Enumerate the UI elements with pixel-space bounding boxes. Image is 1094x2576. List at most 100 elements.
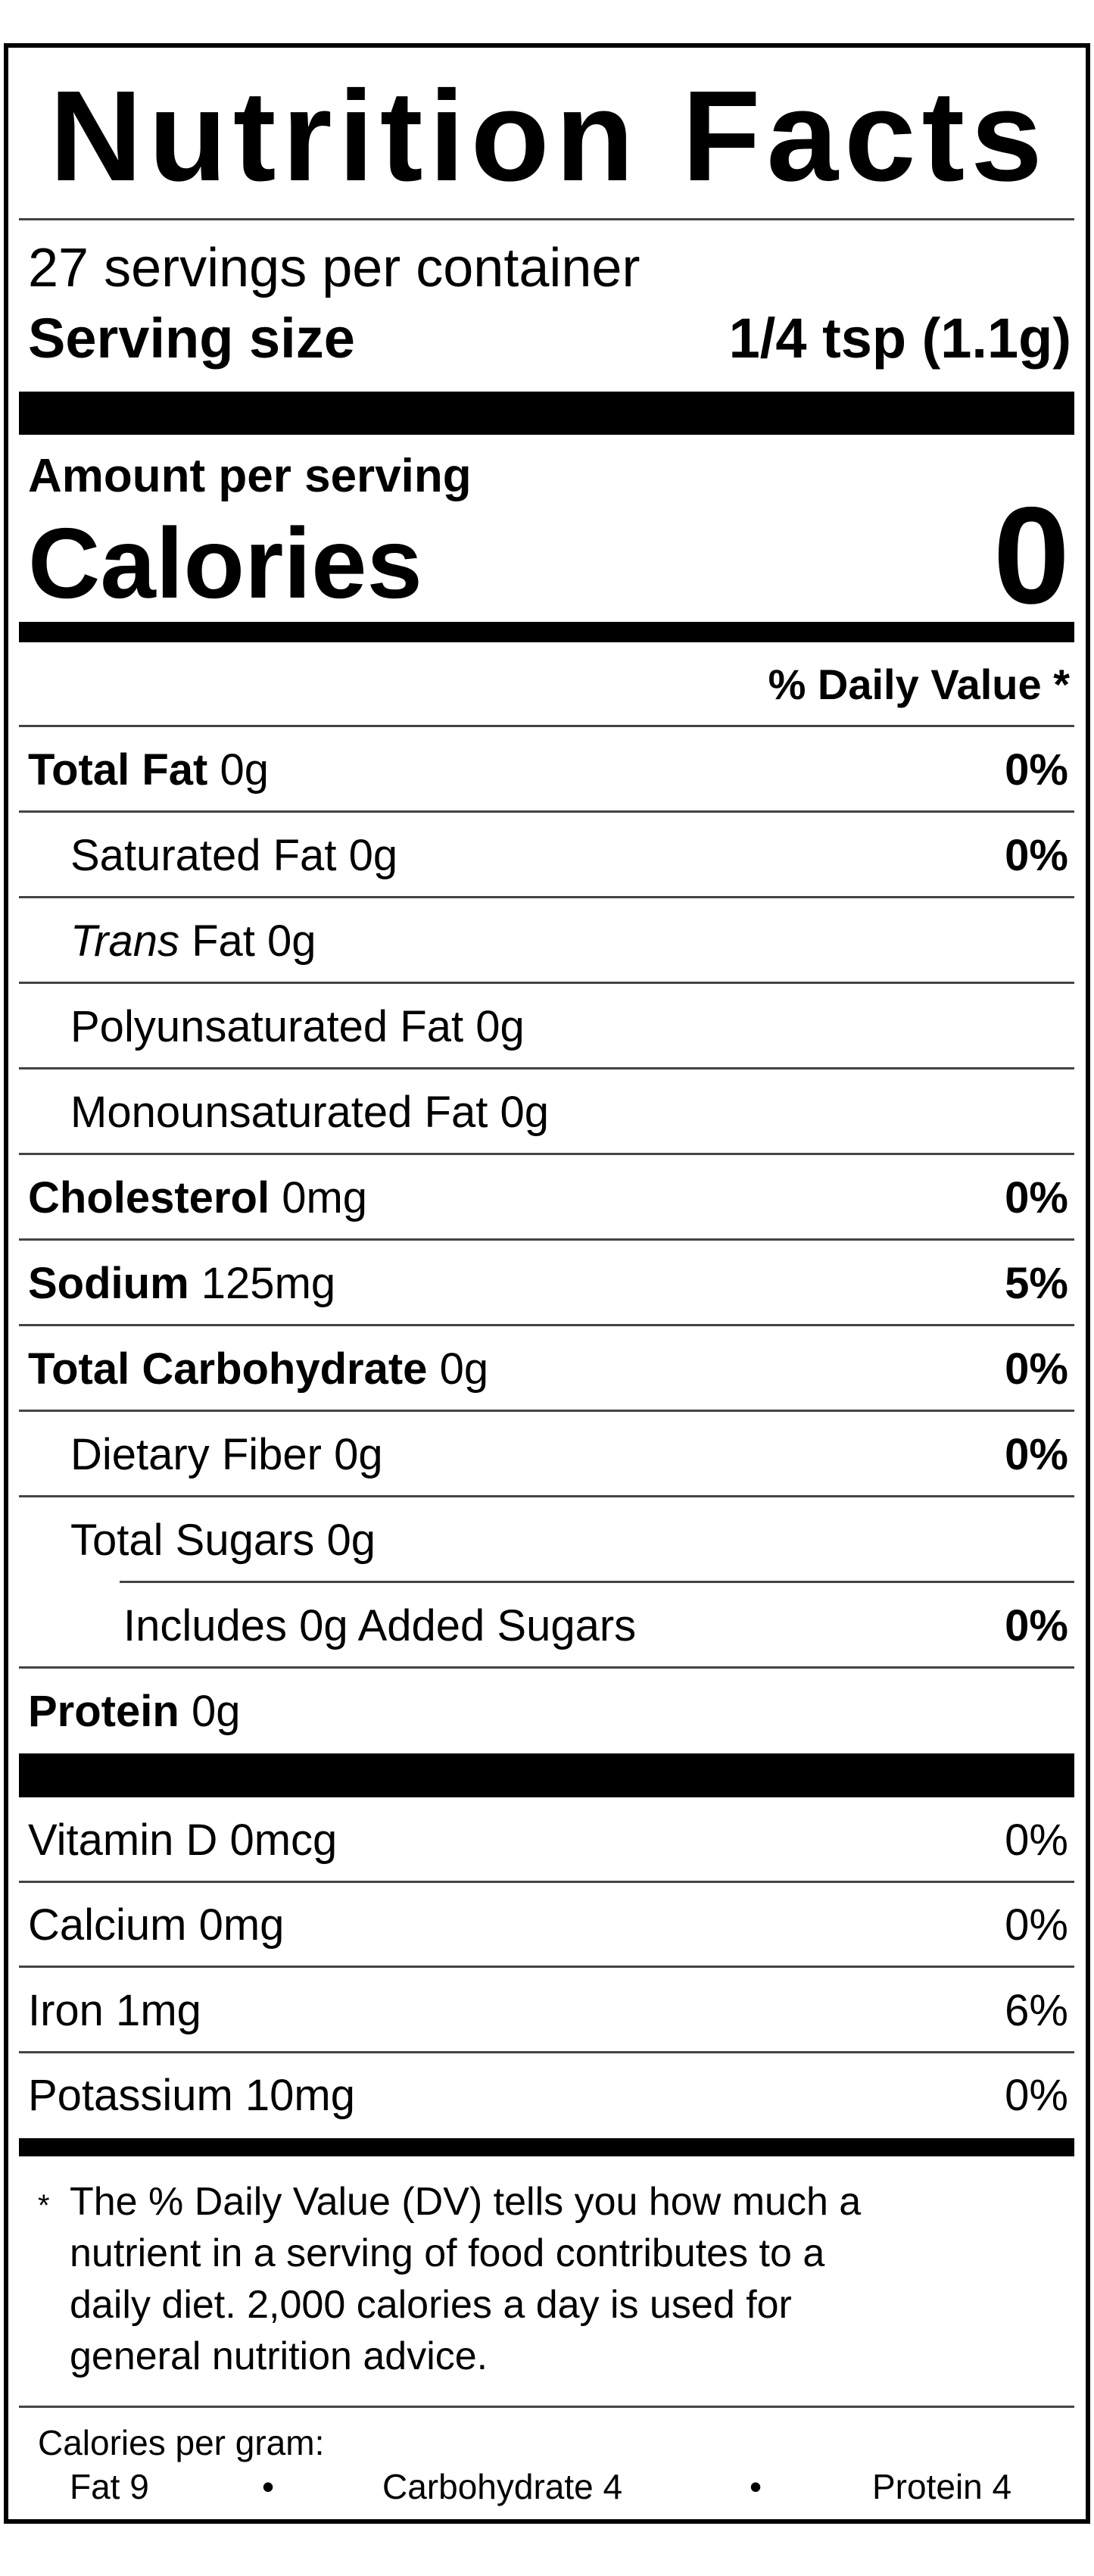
medium-divider <box>19 2138 1074 2156</box>
nutrient-label: Protein 0g <box>19 1686 240 1737</box>
fat-calories: Fat 9 <box>70 2467 149 2506</box>
footnote-line: daily diet. 2,000 calories a day is used… <box>70 2283 792 2327</box>
footnote-text: The % Daily Value (DV) tells you how muc… <box>70 2176 861 2382</box>
nutrient-amount: 0g <box>267 916 316 966</box>
calories-per-gram-label: Calories per gram: <box>38 2423 325 2462</box>
nutrient-amount: 0g <box>326 1516 376 1565</box>
nutrient-row: Monounsaturated Fat 0g <box>19 1069 1074 1155</box>
nutrient-row: Total Sugars 0g <box>19 1497 1074 1583</box>
nutrient-row: Saturated Fat 0g 0% <box>19 813 1074 898</box>
footnote-line: The % Daily Value (DV) tells you how muc… <box>70 2180 862 2224</box>
nutrient-row: Total Carbohydrate 0g 0% <box>19 1326 1074 1412</box>
serving-size-value: 1/4 tsp (1.1g) <box>728 307 1071 370</box>
nutrient-row: Dietary Fiber 0g 0% <box>19 1412 1074 1497</box>
nutrient-amount: 0g <box>191 1687 241 1736</box>
nutrient-amount: 0g <box>439 1344 489 1394</box>
nutrient-name: Sodium <box>28 1259 189 1308</box>
divider <box>19 725 1074 727</box>
medium-divider <box>19 622 1074 642</box>
vitamin-label: Potassium 10mg <box>28 2071 355 2121</box>
vitamin-label: Iron 1mg <box>28 1985 201 2035</box>
serving-size-label: Serving size <box>28 307 355 370</box>
nutrient-amount: 125mg <box>201 1259 336 1308</box>
nutrient-name: Dietary Fiber <box>70 1430 322 1479</box>
nutrient-daily-value: 0% <box>1005 1344 1068 1394</box>
vitamin-row: Potassium 10mg 0% <box>19 2053 1074 2139</box>
nutrient-label: Dietary Fiber 0g <box>19 1429 383 1480</box>
vitamin-label: Vitamin D 0mcg <box>28 1815 338 1865</box>
calories-label: Calories <box>28 507 422 619</box>
footnote-line: general nutrition advice. <box>70 2334 488 2378</box>
nutrient-label: Includes 0g Added Sugars <box>19 1600 636 1651</box>
nutrient-amount: 0g <box>475 1002 525 1051</box>
nutrient-name: Trans <box>70 916 179 966</box>
vitamin-row: Iron 1mg 6% <box>19 1968 1074 2053</box>
vitamin-daily-value: 0% <box>1005 2071 1068 2121</box>
nutrient-name: Cholesterol <box>28 1173 270 1222</box>
row-divider <box>19 1966 1074 1968</box>
row-divider <box>19 1410 1074 1412</box>
nutrient-name: Saturated Fat <box>70 831 337 880</box>
row-divider <box>19 810 1074 813</box>
footnote-asterisk: * <box>38 2189 50 2222</box>
row-divider <box>19 896 1074 898</box>
nutrient-daily-value: 0% <box>1005 745 1068 795</box>
row-divider <box>19 1495 1074 1497</box>
separator-dot: • <box>262 2467 275 2506</box>
nutrient-name: Total Sugars <box>70 1516 315 1565</box>
nutrient-daily-value: 0% <box>1005 1173 1068 1222</box>
nutrient-name-suffix: Fat <box>192 916 255 966</box>
divider <box>19 2406 1074 2408</box>
nutrient-amount: 0mg <box>282 1173 368 1222</box>
nutrient-row: Cholesterol 0mg 0% <box>19 1155 1074 1241</box>
calories-value: 0 <box>993 478 1070 632</box>
nutrient-row: Polyunsaturated Fat 0g <box>19 984 1074 1069</box>
amount-per-serving: Amount per serving <box>28 450 472 502</box>
nutrient-label: Saturated Fat 0g <box>19 830 397 881</box>
nutrient-label: Total Fat 0g <box>19 745 269 795</box>
nutrient-name: Total Carbohydrate <box>28 1344 428 1394</box>
servings-per-container: 27 servings per container <box>28 238 641 298</box>
nutrient-amount: 0g <box>500 1088 549 1137</box>
row-divider <box>19 2050 1074 2053</box>
footnote-line: nutrient in a serving of food contribute… <box>70 2231 825 2275</box>
vitamin-label: Calcium 0mg <box>28 1900 285 1950</box>
vitamin-row: Vitamin D 0mcg 0% <box>19 1797 1074 1883</box>
row-divider <box>19 1153 1074 1155</box>
nutrient-label: Monounsaturated Fat 0g <box>19 1087 549 1138</box>
row-divider <box>19 1880 1074 1883</box>
vitamin-daily-value: 0% <box>1005 1900 1068 1950</box>
thick-divider <box>19 1753 1074 1797</box>
nutrient-row: Trans Fat 0g <box>19 898 1074 984</box>
nutrient-row: Total Fat 0g 0% <box>19 727 1074 813</box>
nutrition-label <box>4 43 1090 2524</box>
nutrient-row: Sodium 125mg 5% <box>19 1241 1074 1326</box>
nutrient-amount: 0g <box>220 745 269 795</box>
thick-divider <box>19 392 1074 435</box>
nutrient-amount: 0g <box>334 1430 383 1479</box>
nutrient-label: Trans Fat 0g <box>19 916 316 966</box>
nutrient-name: Monounsaturated Fat <box>70 1088 488 1137</box>
nutrient-label: Cholesterol 0mg <box>19 1172 367 1223</box>
carbohydrate-calories: Carbohydrate 4 <box>382 2467 623 2506</box>
nutrient-row: Includes 0g Added Sugars 0% <box>19 1583 1074 1669</box>
nutrient-label: Total Sugars 0g <box>19 1515 376 1566</box>
row-divider <box>19 982 1074 984</box>
row-divider <box>19 1067 1074 1069</box>
row-divider <box>19 1238 1074 1241</box>
daily-value-header: % Daily Value * <box>768 660 1070 708</box>
nutrient-row: Protein 0g <box>19 1669 1074 1754</box>
divider <box>19 218 1074 220</box>
separator-dot: • <box>750 2467 762 2506</box>
nutrient-amount: 0g <box>348 831 398 880</box>
nutrient-daily-value: 5% <box>1005 1259 1068 1308</box>
nutrient-daily-value: 0% <box>1005 1430 1068 1479</box>
vitamin-row: Calcium 0mg 0% <box>19 1883 1074 1968</box>
nutrient-name: Includes 0g Added Sugars <box>123 1601 637 1650</box>
nutrient-name: Protein <box>28 1687 179 1736</box>
nutrient-daily-value: 0% <box>1005 1601 1068 1650</box>
protein-calories: Protein 4 <box>872 2467 1012 2506</box>
nutrient-label: Total Carbohydrate 0g <box>19 1344 488 1394</box>
vitamin-daily-value: 0% <box>1005 1815 1068 1865</box>
nutrient-daily-value: 0% <box>1005 831 1068 880</box>
